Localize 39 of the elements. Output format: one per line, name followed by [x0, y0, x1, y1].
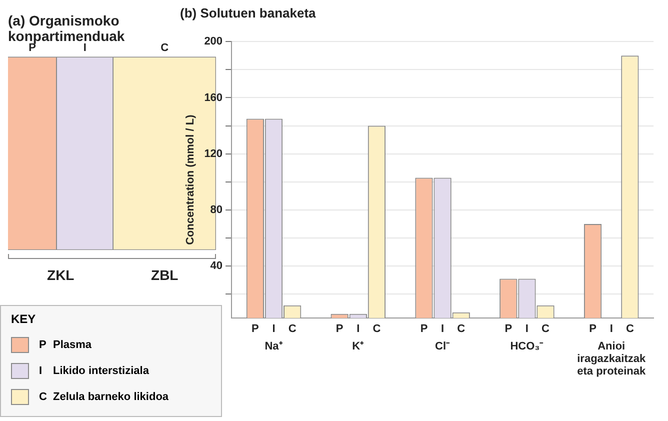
y-tick-label: 40	[210, 260, 223, 272]
chart-title: (a) Organismoko konpartimenduak	[8, 12, 125, 44]
y-tick-label: 160	[204, 92, 223, 104]
text: I	[272, 323, 276, 336]
legend-label: Zelula barneko likidoa	[53, 391, 169, 403]
text: P	[336, 323, 344, 336]
text: C	[626, 323, 634, 336]
text: P	[420, 323, 428, 336]
legend-title: KEY	[11, 312, 37, 326]
x-tick-label: K⁺	[352, 340, 364, 352]
text: P	[589, 323, 596, 336]
text: P	[252, 323, 259, 336]
text: I	[39, 365, 42, 377]
y-axis-title: Concentration (mmol / L)	[184, 114, 197, 245]
text: C	[288, 323, 296, 336]
legend-label: Plasma	[53, 339, 92, 351]
text: C	[372, 323, 381, 336]
text: I	[356, 323, 360, 336]
x-tick-label: HCO₃⁻	[510, 340, 544, 352]
text: C	[542, 323, 550, 336]
legend-label: Likido interstiziala	[53, 365, 149, 377]
text: I	[441, 323, 444, 336]
text: C	[457, 323, 466, 336]
series-label: C	[160, 42, 169, 54]
y-tick-label: 120	[204, 148, 223, 160]
text: I	[610, 323, 613, 336]
text: C	[39, 391, 47, 403]
y-tick-label: 80	[210, 204, 223, 216]
text: P	[39, 339, 46, 351]
text: ZKL	[47, 267, 75, 283]
series-label: I	[83, 42, 86, 54]
x-tick-label: Anioi iragazkaitzak eta proteinak	[577, 340, 646, 378]
text: P	[504, 323, 512, 336]
x-tick-label: Na⁺	[264, 340, 283, 352]
text: ZBL	[151, 267, 179, 283]
chart-title: (b) Solutuen banaketa	[180, 5, 317, 20]
x-tick-label: Cl⁻	[435, 340, 450, 352]
y-tick-label: 200	[204, 36, 223, 48]
text: I	[525, 323, 528, 336]
